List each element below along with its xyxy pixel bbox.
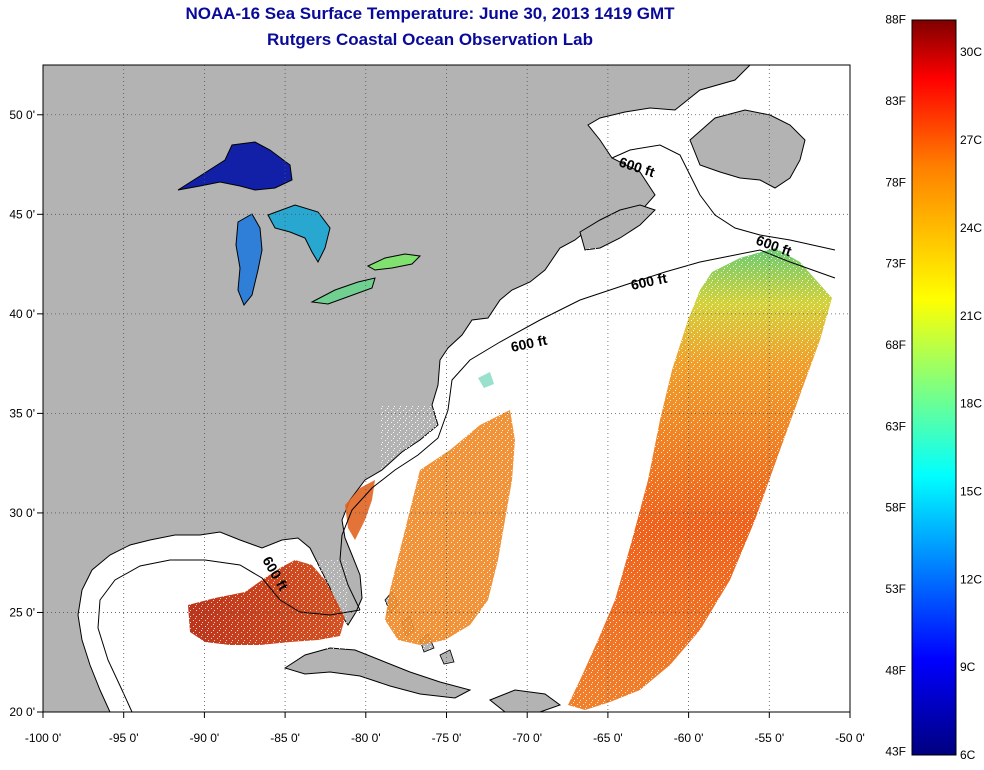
colorbar-celsius-label: 15C — [960, 484, 982, 498]
lake-superior — [177, 141, 293, 191]
lat-tick-label: 25 0' — [9, 605, 35, 619]
lat-tick-label: 40 0' — [9, 307, 35, 321]
lon-tick-label: -90 0' — [190, 731, 220, 745]
depth-contour-600ft-north — [611, 144, 836, 251]
colorbar — [911, 19, 957, 756]
lon-tick-label: -60 0' — [674, 731, 704, 745]
lon-tick-label: -55 0' — [754, 731, 784, 745]
colorbar-celsius-label: 27C — [960, 133, 982, 147]
depth-contour-600ft — [97, 249, 836, 712]
colorbar-celsius-label: 9C — [960, 660, 976, 674]
colorbar-labels: 88F 83F 78F 73F 68F 63F 58F 53F 48F 43F 30C 27C 24C 2… — [885, 13, 982, 762]
colorbar-fahrenheit-label: 48F — [885, 663, 906, 677]
newfoundland-land — [689, 109, 806, 189]
lon-tick-label: -75 0' — [432, 731, 462, 745]
lat-tick-label: 30 0' — [9, 506, 35, 520]
map-subtitle: Rutgers Coastal Ocean Observation Lab — [267, 30, 593, 49]
contour-label-4: 600 ft — [509, 332, 548, 355]
colorbar-celsius-label: 21C — [960, 309, 982, 323]
colorbar-celsius-label: 30C — [960, 45, 982, 59]
colorbar-fahrenheit-label: 43F — [885, 745, 906, 759]
colorbar-fahrenheit-label: 68F — [885, 338, 906, 352]
lon-tick-label: -100 0' — [25, 731, 61, 745]
lon-tick-label: -65 0' — [593, 731, 623, 745]
colorbar-celsius-label: 12C — [960, 572, 982, 586]
lon-tick-label: -95 0' — [109, 731, 139, 745]
map-axes: -100 0' -95 0' -90 0' -85 0' -80 0' -75 0' -70… — [9, 108, 864, 745]
lon-tick-label: -85 0' — [270, 731, 300, 745]
colorbar-fahrenheit-label: 88F — [885, 13, 906, 27]
colorbar-fahrenheit-label: 63F — [885, 419, 906, 433]
lat-tick-label: 35 0' — [9, 406, 35, 420]
contour-label-3: 600 ft — [629, 270, 668, 293]
eastern-swath-texture — [565, 248, 835, 712]
lon-tick-label: -50 0' — [835, 731, 865, 745]
colorbar-fahrenheit-label: 73F — [885, 257, 906, 271]
map-title: NOAA-16 Sea Surface Temperature: June 30… — [185, 4, 675, 23]
cool-sst-patch — [478, 372, 494, 388]
gulf-sst-texture — [188, 560, 348, 650]
lake-huron — [267, 204, 331, 264]
lon-tick-label: -80 0' — [351, 731, 381, 745]
colorbar-fahrenheit-label: 83F — [885, 94, 906, 108]
colorbar-celsius-label: 18C — [960, 397, 982, 411]
colorbar-celsius-label: 6C — [960, 748, 976, 762]
lake-erie — [310, 277, 376, 305]
coastal-sst-patch — [345, 480, 375, 540]
lat-tick-label: 50 0' — [9, 108, 35, 122]
colorbar-fahrenheit-label: 53F — [885, 582, 906, 596]
lat-tick-label: 45 0' — [9, 207, 35, 221]
western-swath-texture — [380, 405, 520, 650]
lake-ontario — [366, 253, 422, 271]
lat-tick-label: 20 0' — [9, 705, 35, 719]
lon-tick-label: -70 0' — [512, 731, 542, 745]
lake-michigan — [235, 213, 263, 306]
hispaniola-land — [489, 689, 562, 712]
colorbar-fahrenheit-label: 78F — [885, 175, 906, 189]
colorbar-fahrenheit-label: 58F — [885, 501, 906, 515]
colorbar-celsius-label: 24C — [960, 221, 982, 235]
